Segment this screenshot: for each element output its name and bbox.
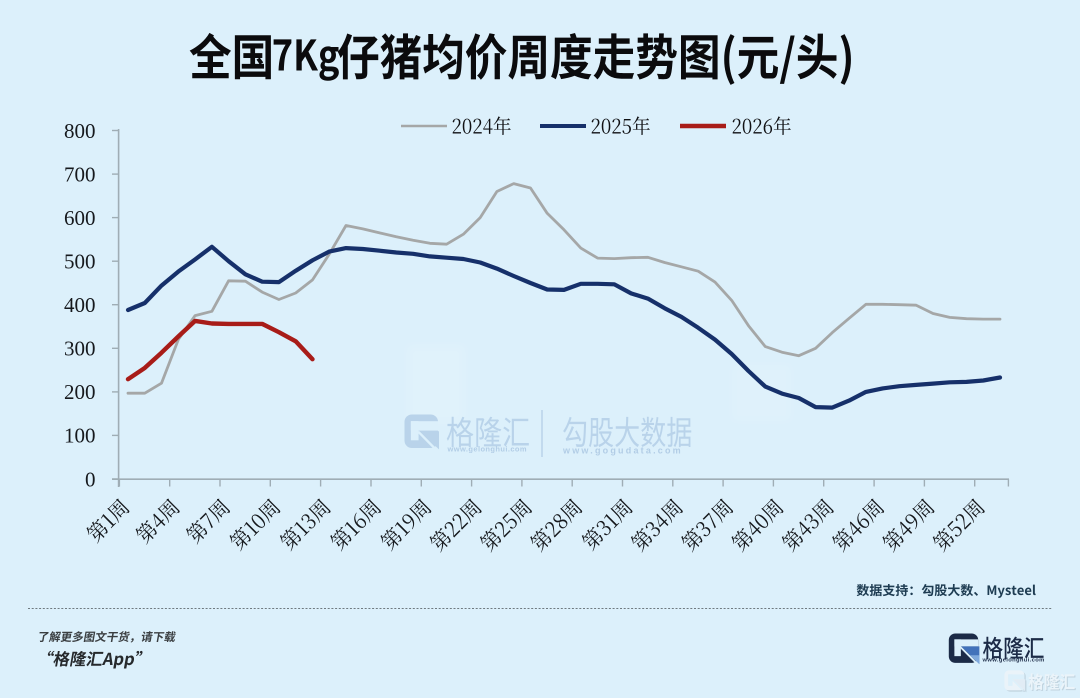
svg-text:0: 0 xyxy=(85,467,96,491)
svg-text:700: 700 xyxy=(64,162,96,186)
svg-text:300: 300 xyxy=(64,337,96,361)
svg-text:www.gogudata.com: www.gogudata.com xyxy=(562,446,683,456)
svg-text:100: 100 xyxy=(64,424,96,448)
svg-text:www.gelonghui.com: www.gelonghui.com xyxy=(447,445,527,454)
svg-text:www.gelonghui.com: www.gelonghui.com xyxy=(982,658,1045,664)
svg-text:600: 600 xyxy=(64,206,96,230)
svg-text:200: 200 xyxy=(64,380,96,404)
svg-text:400: 400 xyxy=(64,293,96,317)
svg-text:800: 800 xyxy=(64,119,96,143)
svg-text:500: 500 xyxy=(64,250,96,274)
